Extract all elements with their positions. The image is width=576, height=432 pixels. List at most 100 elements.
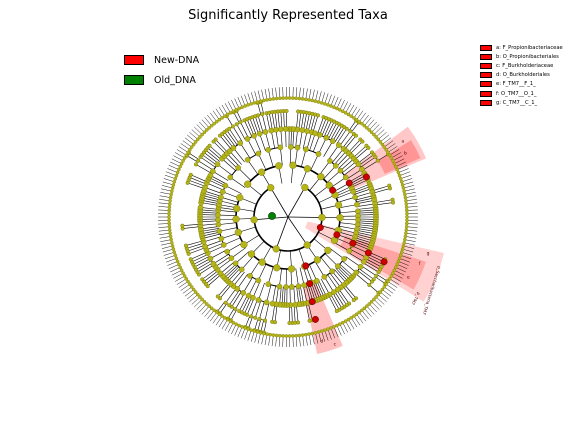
- branch-line: [387, 281, 398, 288]
- branch-line: [200, 209, 219, 212]
- branch-line: [240, 327, 246, 339]
- taxon-node: [284, 109, 289, 114]
- branch-line: [324, 330, 329, 341]
- branch-line: [319, 118, 327, 136]
- taxon-node: [327, 158, 333, 164]
- branch-line: [226, 130, 238, 146]
- taxon-node: [232, 215, 240, 223]
- branch-line: [162, 248, 174, 253]
- branch-line: [158, 206, 170, 208]
- leaf-node: [343, 111, 348, 115]
- branch-line: [351, 106, 358, 117]
- branch-line: [191, 129, 201, 138]
- leaf-node: [405, 215, 409, 219]
- branch-line: [202, 154, 217, 166]
- branch-line: [337, 196, 356, 203]
- branch-line: [187, 182, 205, 189]
- branch-line: [312, 134, 321, 152]
- branch-line: [229, 128, 240, 144]
- taxon-node: [317, 173, 325, 181]
- branch-line: [204, 117, 212, 126]
- branch-line: [212, 171, 229, 181]
- branch-line: [168, 264, 179, 269]
- branch-line: [346, 168, 363, 180]
- branch-line: [308, 89, 312, 100]
- taxon-node: [307, 318, 312, 323]
- leaf-node: [234, 108, 238, 112]
- branch-line: [375, 296, 385, 305]
- branch-line: [321, 331, 325, 342]
- branch-line: [275, 216, 289, 250]
- leaf-node: [265, 332, 269, 336]
- branch-line: [387, 146, 398, 153]
- legend-entry-old-dna: Old_DNA: [124, 70, 199, 90]
- taxon-node: [257, 317, 262, 322]
- clade-entry-c: c: F_Burkholderiaceae: [480, 61, 563, 70]
- branch-line: [357, 226, 376, 230]
- branch-line: [318, 160, 331, 176]
- branch-line: [271, 87, 274, 99]
- branch-line: [186, 242, 205, 249]
- branch-line: [236, 124, 246, 141]
- branch-line: [344, 135, 357, 150]
- leaf-node: [170, 189, 174, 193]
- leaf-node: [362, 306, 367, 311]
- branch-line: [354, 147, 369, 160]
- branch-line: [357, 211, 376, 214]
- branch-line: [258, 282, 265, 301]
- branch-line: [355, 273, 370, 286]
- clade-letter-c: c: [334, 343, 337, 348]
- leaf-node: [214, 119, 219, 124]
- clade-label-a: a: F_Propionibacteriaceae: [496, 44, 563, 51]
- taxon-node: [267, 184, 275, 192]
- taxon-node: [355, 217, 361, 223]
- branch-line: [200, 211, 219, 214]
- leaf-node: [278, 333, 282, 338]
- branch-line: [159, 232, 171, 235]
- leaf-node: [186, 279, 190, 284]
- branch-line: [189, 132, 198, 140]
- branch-line: [241, 255, 254, 270]
- taxon-node: [260, 112, 265, 117]
- branch-line: [351, 179, 368, 188]
- branch-line: [392, 272, 403, 279]
- branch-line: [264, 334, 268, 345]
- branch-line: [252, 117, 259, 135]
- branch-line: [347, 139, 361, 153]
- leaf-node: [265, 98, 269, 102]
- taxon-node: [255, 150, 262, 157]
- leaf-node: [372, 132, 376, 137]
- branch-line: [279, 286, 282, 305]
- branch-line: [178, 146, 189, 153]
- branch-line: [261, 89, 265, 101]
- branch-line: [167, 168, 178, 173]
- branch-line: [378, 132, 387, 140]
- taxon-node: [375, 158, 380, 163]
- enriched-node: [333, 231, 341, 239]
- leaf-node: [357, 119, 362, 124]
- branch-line: [200, 220, 219, 223]
- leaf-node: [255, 330, 260, 334]
- branch-line: [295, 129, 298, 148]
- taxon-node: [329, 268, 335, 275]
- taxon-node: [303, 165, 312, 173]
- branch-line: [182, 286, 192, 294]
- branch-line: [403, 245, 415, 249]
- branch-line: [404, 239, 416, 242]
- branch-line: [324, 253, 339, 267]
- branch-line: [365, 258, 382, 268]
- enriched-node: [345, 179, 353, 187]
- branch-line: [271, 335, 274, 347]
- branch-line: [227, 242, 243, 252]
- branch-line: [326, 170, 341, 183]
- taxon-node: [289, 284, 295, 290]
- taxon-node: [282, 126, 289, 132]
- leaf-node: [228, 111, 233, 115]
- branch-line: [219, 227, 238, 232]
- branch-line: [261, 333, 265, 345]
- branch-line: [203, 190, 222, 197]
- branch-line: [323, 120, 332, 137]
- leaf-node: [386, 279, 390, 284]
- branch-line: [339, 210, 358, 214]
- leaf-node: [196, 137, 200, 142]
